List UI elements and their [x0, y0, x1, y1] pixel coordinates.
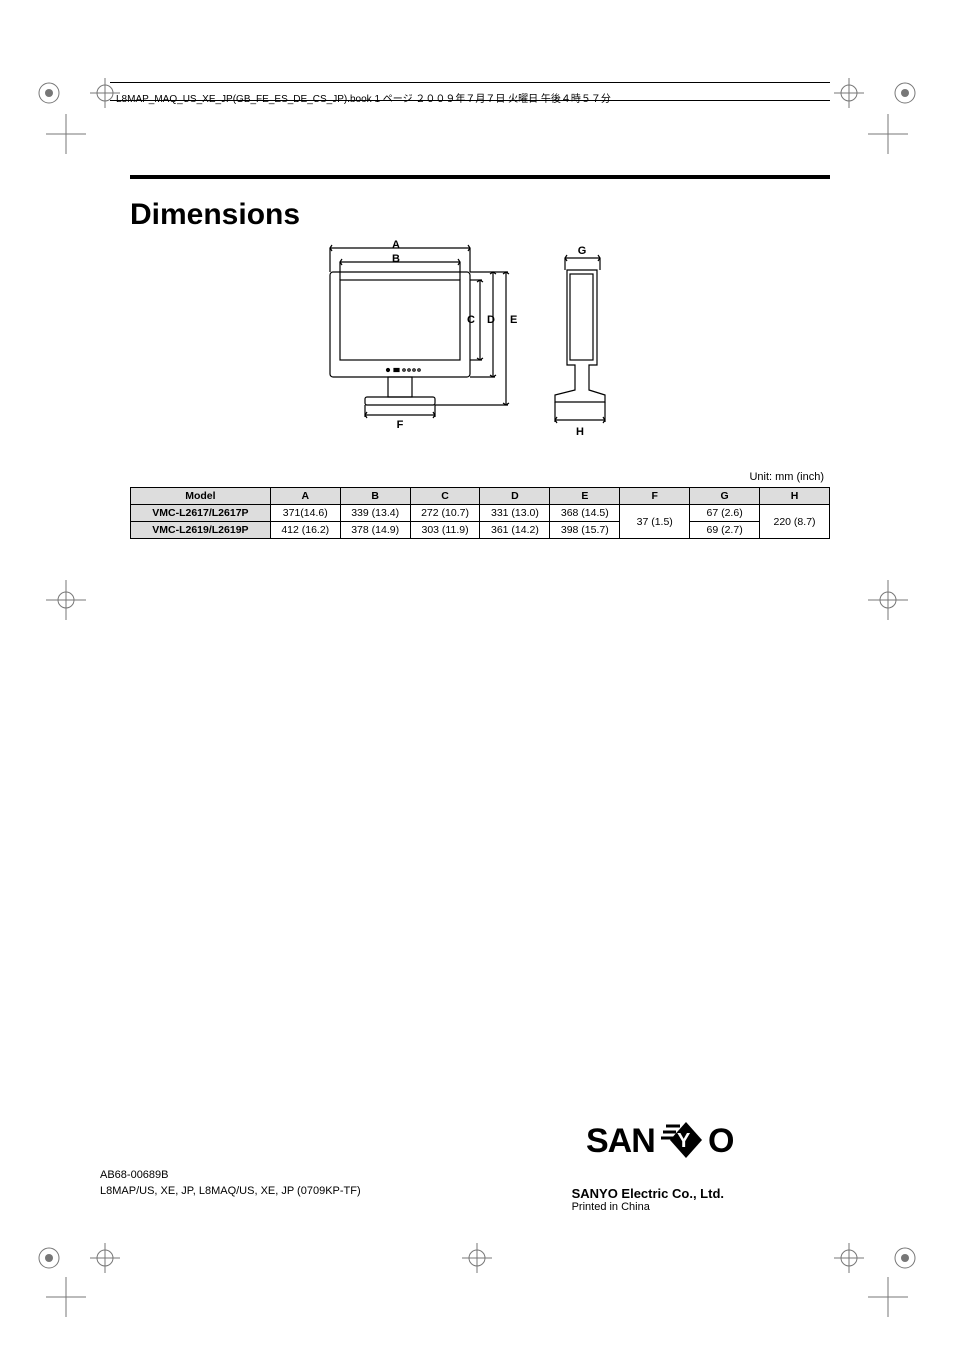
- cell: 303 (11.9): [410, 522, 480, 539]
- reg-mark-mid-right: [868, 580, 908, 620]
- label-D: D: [487, 314, 495, 326]
- reg-mark-mid-left: [46, 580, 86, 620]
- section-rule: [130, 175, 830, 179]
- label-G: G: [578, 245, 587, 257]
- cell-H-shared: 220 (8.7): [760, 505, 830, 539]
- cell: 412 (16.2): [270, 522, 340, 539]
- th-G: G: [690, 488, 760, 505]
- cell: 368 (14.5): [550, 505, 620, 522]
- table-header-row: Model A B C D E F G H: [131, 488, 830, 505]
- reg-mark-bottom-right-line: [868, 1277, 908, 1317]
- label-B: B: [392, 253, 400, 265]
- cell: 378 (14.9): [340, 522, 410, 539]
- company-name: SANYO Electric Co., Ltd.: [572, 1186, 724, 1201]
- printed-in: Printed in China: [572, 1201, 724, 1213]
- page: L8MAP_MAQ_US_XE_JP(GB_FE_ES_DE_CS_JP).bo…: [0, 0, 954, 1351]
- reg-mark-top-right-outer: [890, 78, 920, 108]
- dimensions-diagram: A B C D E F: [310, 240, 670, 440]
- reg-mark-top-left-outer: [34, 78, 64, 108]
- cell: 361 (14.2): [480, 522, 550, 539]
- sanyo-logo: SAN Y O: [586, 1120, 766, 1165]
- dimensions-table: Model A B C D E F G H VMC-L2617/L2617P 3…: [130, 487, 830, 539]
- reg-mark-top-right-inner: [834, 78, 864, 108]
- reg-mark-top-left-line: [46, 114, 86, 154]
- footer-code1: AB68-00689B: [100, 1168, 361, 1183]
- reg-mark-bottom-right-inner: [834, 1243, 864, 1273]
- header-rule-bottom: [110, 100, 830, 101]
- reg-mark-bottom-left-line: [46, 1277, 86, 1317]
- reg-mark-bottom-left-outer: [34, 1243, 64, 1273]
- th-model: Model: [131, 488, 271, 505]
- label-E: E: [510, 314, 517, 326]
- th-B: B: [340, 488, 410, 505]
- th-C: C: [410, 488, 480, 505]
- cell-model-1: VMC-L2619/L2619P: [131, 522, 271, 539]
- footer-right: SANYO Electric Co., Ltd. Printed in Chin…: [572, 1186, 724, 1213]
- svg-text:O: O: [708, 1122, 734, 1160]
- unit-note: Unit: mm (inch): [749, 471, 824, 483]
- cell-model-0: VMC-L2617/L2617P: [131, 505, 271, 522]
- th-H: H: [760, 488, 830, 505]
- print-header: L8MAP_MAQ_US_XE_JP(GB_FE_ES_DE_CS_JP).bo…: [116, 90, 611, 105]
- th-F: F: [620, 488, 690, 505]
- cell: 339 (13.4): [340, 505, 410, 522]
- reg-mark-bottom-left-inner: [90, 1243, 120, 1273]
- th-D: D: [480, 488, 550, 505]
- label-H: H: [576, 426, 584, 438]
- cell: 371(14.6): [270, 505, 340, 522]
- svg-text:SAN: SAN: [586, 1122, 655, 1160]
- reg-mark-bottom-center: [462, 1243, 492, 1273]
- label-F: F: [397, 419, 404, 431]
- reg-mark-bottom-right-outer: [890, 1243, 920, 1273]
- cell: 272 (10.7): [410, 505, 480, 522]
- footer-code2: L8MAP/US, XE, JP, L8MAQ/US, XE, JP (0709…: [100, 1184, 361, 1199]
- section-title: Dimensions: [130, 198, 300, 232]
- cell: 398 (15.7): [550, 522, 620, 539]
- th-E: E: [550, 488, 620, 505]
- header-rule-top: [110, 82, 830, 83]
- cell-F-shared: 37 (1.5): [620, 505, 690, 539]
- cell: 331 (13.0): [480, 505, 550, 522]
- label-C: C: [467, 314, 475, 326]
- footer-left: AB68-00689B L8MAP/US, XE, JP, L8MAQ/US, …: [100, 1168, 361, 1199]
- th-A: A: [270, 488, 340, 505]
- reg-mark-top-right-line: [868, 114, 908, 154]
- svg-text:Y: Y: [677, 1130, 691, 1152]
- table-row: VMC-L2617/L2617P 371(14.6) 339 (13.4) 27…: [131, 505, 830, 522]
- table-row: VMC-L2619/L2619P 412 (16.2) 378 (14.9) 3…: [131, 522, 830, 539]
- cell: 69 (2.7): [690, 522, 760, 539]
- label-A: A: [392, 240, 400, 251]
- cell: 67 (2.6): [690, 505, 760, 522]
